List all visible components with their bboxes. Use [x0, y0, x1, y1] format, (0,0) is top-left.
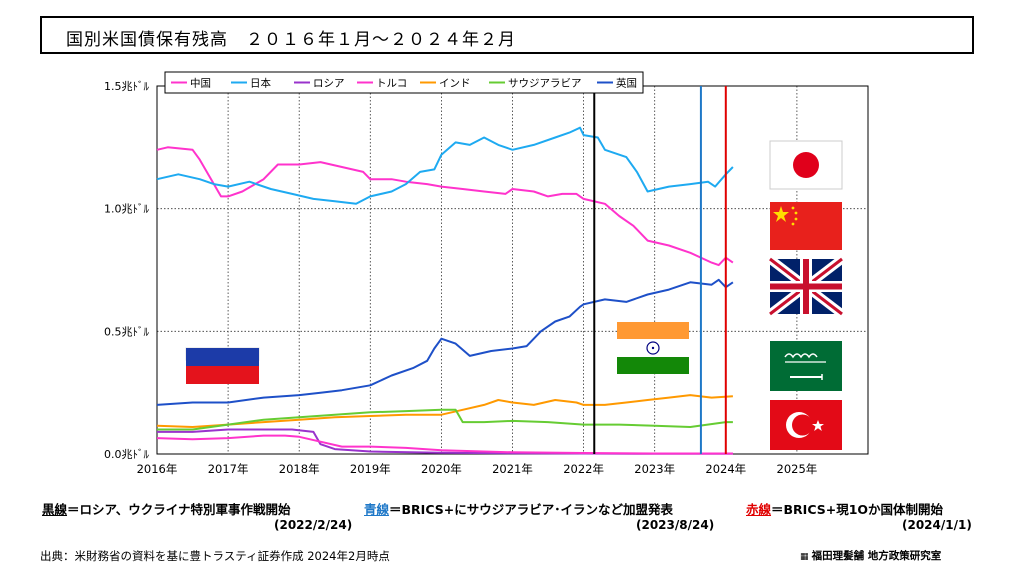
series-line-0 — [156, 146, 734, 267]
title-box: 国別米国債保有残高 ２０１６年１月～２０２４年２月 — [40, 16, 974, 54]
y-tick-label: 1.5兆ﾄﾞﾙ — [104, 80, 149, 93]
china-flag — [770, 202, 842, 250]
note-blue-text: ＝BRICS+にサウジアラビア･イランなど加盟発表 — [389, 502, 673, 517]
series-layer — [156, 126, 734, 455]
legend-label: 英国 — [616, 77, 637, 90]
note-black-date: (2022/2/24) — [274, 518, 353, 532]
note-red-key: 赤線 — [746, 502, 772, 517]
x-tick-label: 2018年 — [279, 462, 320, 476]
note-black-text: ＝ロシア、ウクライナ特別軍事作戦開始 — [67, 502, 291, 517]
chart: 0.0兆ﾄﾞﾙ 0.5兆ﾄﾞﾙ 1.0兆ﾄﾞﾙ 1.5兆ﾄﾞﾙ 2016年 2017年 20… — [104, 71, 869, 476]
note-blue: 青線＝BRICS+にサウジアラビア･イランなど加盟発表 — [364, 499, 673, 518]
legend-label: サウジアラビア — [508, 78, 582, 90]
india-flag — [617, 322, 689, 374]
legend-box — [164, 71, 644, 94]
x-tick-label: 2025年 — [777, 462, 818, 476]
series-line-5 — [157, 408, 733, 431]
note-red: 赤線＝BRICS+現1Oか国体制開始 — [746, 499, 943, 518]
note-black-key: 黒線 — [42, 502, 68, 517]
credit: ▦ 福田理髪舗 地方政策研究室 — [800, 550, 942, 562]
x-tick-label: 2024年 — [705, 462, 746, 476]
x-tick-label: 2016年 — [137, 462, 178, 476]
y-tick-label: 0.0兆ﾄﾞﾙ — [104, 448, 149, 461]
legend-label: 中国 — [190, 77, 211, 90]
axis-layer: 0.0兆ﾄﾞﾙ 0.5兆ﾄﾞﾙ 1.0兆ﾄﾞﾙ 1.5兆ﾄﾞﾙ 2016年 2017年 20… — [104, 80, 817, 476]
japan-flag — [769, 140, 843, 190]
note-blue-key: 青線 — [364, 502, 390, 517]
x-tick-label: 2021年 — [492, 462, 533, 476]
series-line-3 — [156, 434, 733, 455]
legend-label: インド — [439, 78, 471, 90]
x-tick-label: 2023年 — [634, 462, 675, 476]
x-tick-label: 2019年 — [350, 462, 391, 476]
vline-layer — [593, 86, 727, 454]
note-red-date: (2024/1/1) — [902, 518, 972, 532]
page-title: 国別米国債保有残高 ２０１６年１月～２０２４年２月 — [66, 30, 516, 50]
series-line-6 — [156, 278, 734, 406]
x-tick-label: 2020年 — [421, 462, 462, 476]
legend-label: トルコ — [376, 78, 407, 90]
uk-flag — [767, 255, 845, 318]
grid-layer — [157, 86, 868, 454]
x-tick-label: 2022年 — [563, 462, 604, 476]
saudi-flag — [770, 341, 842, 391]
series-line-4 — [156, 394, 733, 428]
series-line-1 — [156, 126, 734, 205]
note-red-text: ＝BRICS+現1Oか国体制開始 — [771, 502, 944, 517]
y-tick-label: 1.0兆ﾄﾞﾙ — [104, 203, 149, 216]
x-tick-label: 2017年 — [208, 462, 249, 476]
legend-label: ロシア — [313, 78, 345, 90]
note-blue-date: (2023/8/24) — [636, 518, 715, 532]
source-note: 出典：米財務省の資料を基に豊トラスティ証券作成 2024年2月時点 — [40, 549, 390, 563]
turkey-flag — [770, 400, 842, 450]
y-tick-label: 0.5兆ﾄﾞﾙ — [104, 325, 149, 338]
russia-flag — [185, 347, 260, 384]
legend-label: 日本 — [250, 77, 271, 90]
credit-text: 福田理髪舗 地方政策研究室 — [811, 550, 942, 562]
legend: 中国 日本 ロシア トルコ インド サウジアラビア 英国 — [164, 71, 644, 94]
note-black: 黒線＝ロシア、ウクライナ特別軍事作戦開始 — [42, 499, 291, 518]
